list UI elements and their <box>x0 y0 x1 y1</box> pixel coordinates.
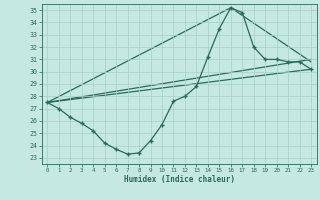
X-axis label: Humidex (Indice chaleur): Humidex (Indice chaleur) <box>124 175 235 184</box>
